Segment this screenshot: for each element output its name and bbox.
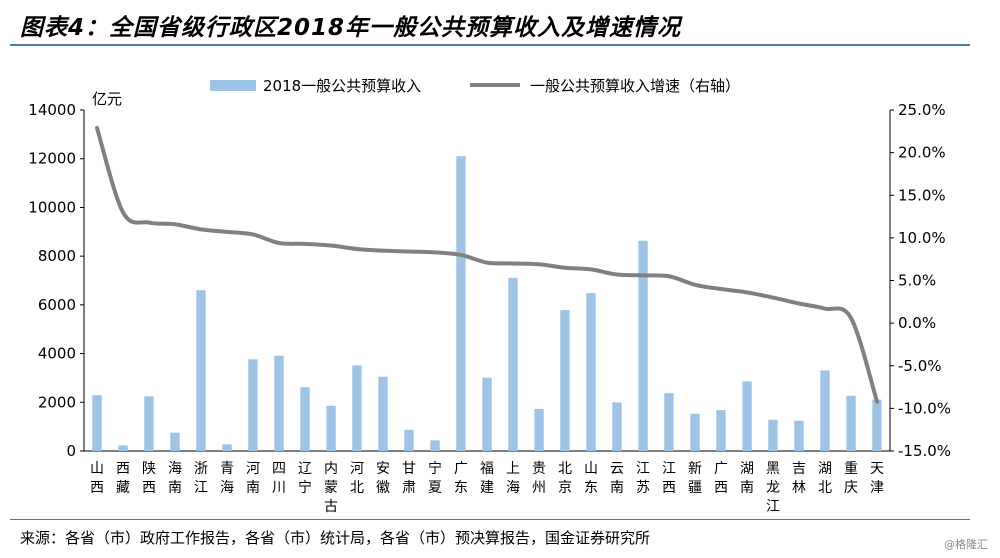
bar-宁夏 bbox=[430, 440, 440, 451]
bar-安徽 bbox=[378, 376, 388, 451]
left-axis-unit-label: 亿元 bbox=[92, 90, 122, 108]
category-label: 海南 bbox=[168, 461, 182, 496]
category-label: 江苏 bbox=[636, 461, 650, 496]
bar-重庆 bbox=[846, 395, 856, 451]
left-tick-label: 10000 bbox=[28, 198, 76, 216]
bar-福建 bbox=[482, 377, 492, 451]
bar-黑龙江 bbox=[768, 419, 778, 451]
legend: 2018一般公共预算收入 一般公共预算收入增速（右轴） bbox=[210, 77, 740, 95]
bar-山西 bbox=[92, 395, 102, 451]
left-tick-label: 12000 bbox=[28, 150, 76, 168]
source-rule bbox=[10, 519, 970, 520]
category-label: 重庆 bbox=[844, 461, 858, 496]
bar-河南 bbox=[248, 359, 258, 451]
bar-辽宁 bbox=[300, 387, 310, 451]
bar-贵州 bbox=[534, 408, 544, 451]
left-tick-label: 4000 bbox=[38, 345, 76, 363]
bar-广东 bbox=[456, 156, 466, 451]
category-label: 内蒙古 bbox=[324, 461, 338, 515]
bar-江西 bbox=[664, 393, 674, 451]
bar-湖南 bbox=[742, 381, 752, 451]
category-label: 吉林 bbox=[792, 461, 806, 496]
category-label: 江西 bbox=[662, 461, 676, 496]
legend-bar-swatch bbox=[210, 80, 256, 91]
bar-甘肃 bbox=[404, 429, 414, 451]
bar-山东 bbox=[586, 293, 596, 451]
right-tick-label: -5.0% bbox=[898, 357, 942, 375]
right-tick-label: 10.0% bbox=[898, 229, 946, 247]
bar-陕西 bbox=[144, 396, 154, 451]
legend-line-label: 一般公共预算收入增速（右轴） bbox=[530, 77, 740, 95]
bar-湖北 bbox=[820, 370, 830, 451]
category-label: 黑龙江 bbox=[766, 461, 780, 515]
right-tick-label: 0.0% bbox=[898, 314, 936, 332]
category-label: 辽宁 bbox=[298, 461, 312, 496]
right-tick-label: 25.0% bbox=[898, 101, 946, 119]
bar-上海 bbox=[508, 277, 518, 451]
bar-series bbox=[92, 156, 882, 451]
category-label: 西藏 bbox=[116, 461, 130, 496]
category-label: 贵州 bbox=[532, 461, 546, 496]
right-tick-label: -15.0% bbox=[898, 442, 951, 460]
category-label: 新疆 bbox=[688, 461, 702, 496]
bar-海南 bbox=[170, 432, 180, 451]
right-tick-label: 5.0% bbox=[898, 272, 936, 290]
bar-浙江 bbox=[196, 290, 206, 451]
category-label: 河南 bbox=[246, 461, 260, 496]
left-tick-label: 8000 bbox=[38, 247, 76, 265]
category-label: 四川 bbox=[272, 461, 286, 496]
bar-吉林 bbox=[794, 420, 804, 451]
category-label: 福建 bbox=[480, 461, 494, 496]
category-label: 广东 bbox=[454, 461, 468, 496]
category-label: 山西 bbox=[90, 461, 104, 496]
category-label: 陕西 bbox=[142, 461, 156, 496]
category-label: 甘肃 bbox=[402, 461, 416, 496]
bar-云南 bbox=[612, 402, 622, 451]
left-axis-ticks: 0 2000 4000 6000 8000 10000 12000 14000 bbox=[28, 101, 84, 460]
bar-西藏 bbox=[118, 445, 128, 451]
right-tick-label: -10.0% bbox=[898, 399, 951, 417]
bar-北京 bbox=[560, 310, 570, 451]
category-label: 河北 bbox=[350, 461, 364, 496]
left-tick-label: 6000 bbox=[38, 296, 76, 314]
chart-title: 图表4：全国省级行政区2018年一般公共预算收入及增速情况 bbox=[20, 15, 682, 41]
left-tick-label: 2000 bbox=[38, 393, 76, 411]
source-note: 来源：各省（市）政府工作报告，各省（市）统计局，各省（市）预决算报告，国金证券研… bbox=[20, 529, 651, 547]
category-label: 上海 bbox=[506, 461, 520, 496]
growth-rate-line bbox=[95, 125, 879, 404]
category-label: 天津 bbox=[870, 461, 884, 496]
bar-江苏 bbox=[638, 240, 648, 451]
category-label: 青海 bbox=[220, 461, 234, 496]
bar-广西 bbox=[716, 410, 726, 451]
bar-内蒙古 bbox=[326, 405, 336, 451]
bar-四川 bbox=[274, 355, 284, 451]
bar-河北 bbox=[352, 365, 362, 451]
right-axis-ticks: -15.0% -10.0% -5.0% 0.0% 5.0% 10.0% 15.0% 20.0%… bbox=[890, 101, 951, 460]
category-label: 浙江 bbox=[194, 461, 208, 496]
bar-天津 bbox=[872, 399, 882, 451]
right-tick-label: 15.0% bbox=[898, 186, 946, 204]
legend-bar-label: 2018一般公共预算收入 bbox=[263, 77, 421, 95]
left-tick-label: 0 bbox=[66, 442, 76, 460]
category-label: 安徽 bbox=[376, 461, 390, 496]
category-label: 湖北 bbox=[818, 461, 832, 496]
category-label: 北京 bbox=[558, 461, 572, 496]
category-label: 云南 bbox=[610, 461, 624, 496]
category-label: 广西 bbox=[714, 461, 728, 496]
bar-青海 bbox=[222, 444, 232, 451]
category-label: 宁夏 bbox=[428, 460, 442, 496]
watermark: @格隆汇 bbox=[944, 538, 988, 551]
category-label: 山东 bbox=[584, 461, 598, 496]
category-label: 湖南 bbox=[740, 461, 754, 496]
line-series bbox=[95, 125, 879, 404]
right-tick-label: 20.0% bbox=[898, 144, 946, 162]
category-labels: 山西西藏陕西海南浙江青海河南四川辽宁内蒙古河北安徽甘肃宁夏广东福建上海贵州北京山… bbox=[90, 460, 884, 515]
left-tick-label: 14000 bbox=[28, 101, 76, 119]
title-rule bbox=[10, 44, 970, 46]
bar-新疆 bbox=[690, 413, 700, 451]
